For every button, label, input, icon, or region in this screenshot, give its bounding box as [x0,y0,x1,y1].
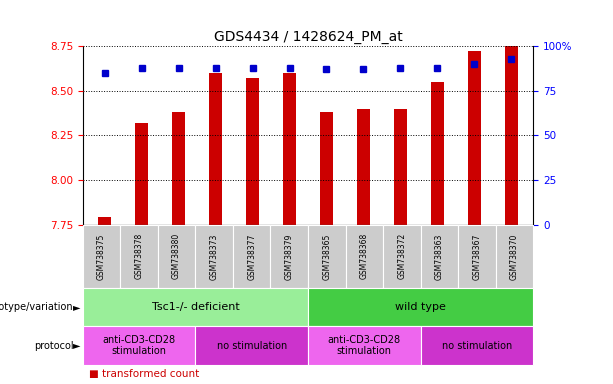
Bar [209,73,222,225]
Text: anti-CD3-CD28
stimulation: anti-CD3-CD28 stimulation [328,335,401,356]
Bar [320,112,333,225]
Text: ■ transformed count: ■ transformed count [89,369,199,379]
Bar [504,46,517,225]
Text: GSM738378: GSM738378 [135,233,143,280]
Text: genotype/variation: genotype/variation [0,302,74,312]
Bar [431,82,444,225]
Text: no stimulation: no stimulation [216,341,287,351]
Bar [246,78,259,225]
Bar [99,217,112,225]
Bar [135,123,148,225]
Text: GSM738373: GSM738373 [210,233,219,280]
Bar [283,73,296,225]
Text: anti-CD3-CD28
stimulation: anti-CD3-CD28 stimulation [102,335,176,356]
Text: wild type: wild type [395,302,446,312]
Title: GDS4434 / 1428624_PM_at: GDS4434 / 1428624_PM_at [214,30,402,44]
Text: ►: ► [74,341,81,351]
Text: no stimulation: no stimulation [442,341,512,351]
Bar [172,112,185,225]
Text: protocol: protocol [34,341,74,351]
Bar [394,109,407,225]
Text: GSM738370: GSM738370 [510,233,519,280]
Text: GSM738375: GSM738375 [97,233,106,280]
Text: ►: ► [74,302,81,312]
Text: GSM738377: GSM738377 [247,233,256,280]
Text: GSM738379: GSM738379 [285,233,294,280]
Text: GSM738372: GSM738372 [397,233,406,280]
Text: GSM738363: GSM738363 [435,233,444,280]
Bar [357,109,370,225]
Text: GSM738367: GSM738367 [473,233,481,280]
Text: GSM738380: GSM738380 [172,233,181,280]
Bar [468,51,481,225]
Text: GSM738368: GSM738368 [360,233,369,280]
Text: GSM738365: GSM738365 [322,233,331,280]
Text: Tsc1-/- deficient: Tsc1-/- deficient [151,302,239,312]
